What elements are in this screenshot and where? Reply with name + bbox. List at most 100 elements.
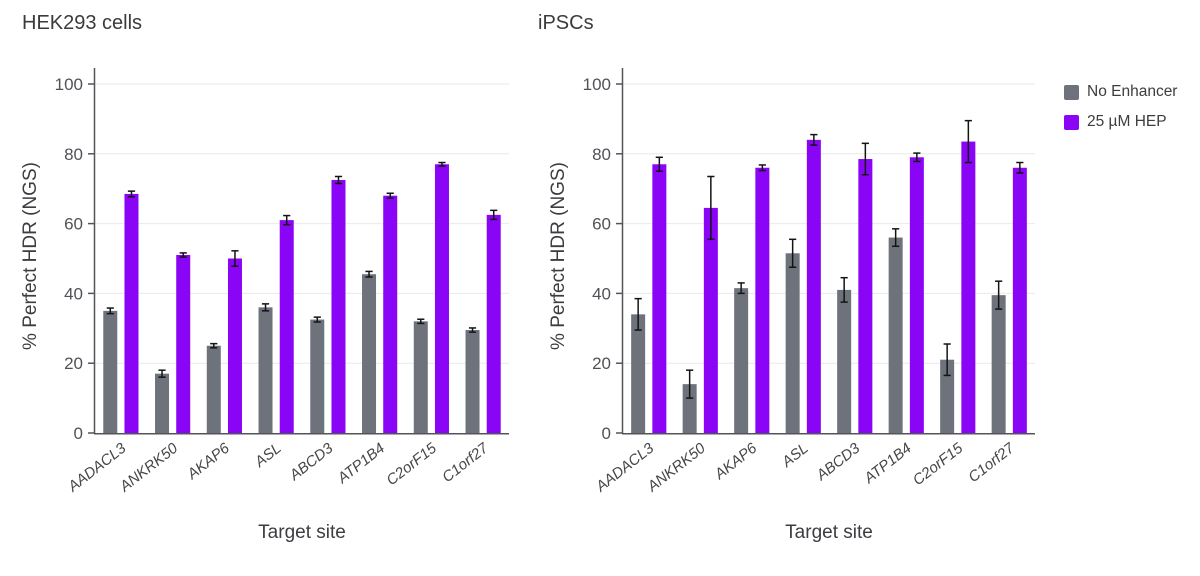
legend-label-no-enhancer: No Enhancer (1087, 83, 1178, 100)
bar-ATP1B4-hep (909, 157, 924, 434)
error-bar-C2orF15-no-enhancer (417, 318, 425, 325)
bar-ANKRK50-hep (703, 207, 718, 433)
bar-ABCD3-no-enhancer (310, 319, 325, 433)
error-bar-AKAP6-hep (231, 250, 239, 267)
error-bar-ATP1B4-hep (913, 152, 921, 163)
bar-C1orf27-hep (1012, 167, 1027, 433)
bar-C2orF15-hep (434, 164, 449, 433)
x-axis-title-right: Target site (785, 522, 873, 543)
x-tick-label-C2orF15: C2orF15 (910, 439, 967, 489)
error-bar-C2orF15-hep (438, 161, 446, 167)
x-tick-label-C1orf27: C1orf27 (965, 439, 1018, 486)
error-bar-ANKRK50-hep (179, 252, 187, 258)
bar-ABCD3-hep (858, 159, 873, 433)
x-tick-label-ATP1B4: ATP1B4 (334, 440, 388, 488)
bar-AKAP6-no-enhancer (734, 288, 749, 433)
error-bar-ASL-no-enhancer (261, 303, 270, 312)
x-tick-label-ANKRK50: ANKRK50 (644, 439, 710, 496)
bar-C1orf27-no-enhancer (465, 330, 480, 433)
error-bar-AKAP6-no-enhancer (737, 282, 745, 295)
error-bar-AKAP6-no-enhancer (210, 342, 218, 349)
y-tick-label-100: 100 (583, 75, 611, 94)
bar-AKAP6-hep (227, 258, 242, 433)
error-bar-C1orf27-hep (1016, 161, 1024, 174)
legend-item-hep: 25 µM HEP (1064, 113, 1177, 131)
bar-C2orF15-no-enhancer (940, 359, 955, 433)
y-tick-label-40: 40 (64, 284, 83, 303)
bar-ATP1B4-hep (383, 195, 398, 433)
bar-ATP1B4-no-enhancer (888, 237, 903, 433)
y-tick-label-20: 20 (64, 354, 83, 373)
y-tick-label-60: 60 (64, 215, 83, 234)
panel-title-ipscs: iPSCs (538, 12, 594, 34)
y-tick-label-100: 100 (55, 75, 83, 94)
no-enhancer-swatch-icon (1064, 84, 1079, 100)
error-bar-C1orf27-no-enhancer (468, 327, 477, 333)
legend-item-no-enhancer: No Enhancer (1064, 83, 1177, 101)
legend: No Enhancer 25 µM HEP (1064, 83, 1177, 131)
error-bar-ANKRK50-no-enhancer (686, 369, 694, 399)
x-tick-label-ATP1B4: ATP1B4 (860, 440, 914, 488)
error-bar-C1orf27-no-enhancer (995, 280, 1003, 310)
error-bar-ABCD3-no-enhancer (313, 316, 321, 323)
error-bar-ABCD3-hep (861, 142, 869, 176)
y-tick-label-20: 20 (592, 354, 611, 373)
bar-ANKRK50-no-enhancer (682, 384, 697, 433)
error-bar-ABCD3-no-enhancer (840, 276, 848, 303)
error-bar-ATP1B4-no-enhancer (892, 228, 900, 248)
x-tick-label-ABCD3: ABCD3 (813, 439, 864, 484)
bar-C1orf27-hep (486, 214, 501, 433)
error-bar-ASL-no-enhancer (789, 238, 797, 268)
x-tick-label-C2orF15: C2orF15 (383, 439, 440, 489)
y-tick-label-0: 0 (74, 424, 83, 443)
bar-ASL-hep (806, 139, 821, 433)
panel-title-hek293: HEK293 cells (22, 12, 143, 34)
error-bar-ABCD3-hep (334, 175, 343, 185)
hep-swatch-icon (1064, 114, 1079, 130)
y-tick-label-40: 40 (592, 284, 611, 303)
error-bar-C2orF15-no-enhancer (943, 343, 951, 377)
error-bar-ANKRK50-hep (707, 175, 715, 241)
bar-ABCD3-hep (331, 179, 346, 433)
error-bar-AADACL3-no-enhancer (634, 297, 642, 331)
bar-C2orF15-no-enhancer (413, 321, 428, 433)
x-tick-label-C1orf27: C1orf27 (439, 439, 492, 486)
error-bar-ANKRK50-no-enhancer (158, 369, 166, 378)
x-tick-label-ASL: ASL (251, 440, 285, 471)
bar-AADACL3-no-enhancer (631, 314, 646, 433)
bar-ANKRK50-no-enhancer (155, 373, 170, 433)
x-tick-label-ASL: ASL (778, 440, 812, 471)
y-tick-label-0: 0 (602, 424, 611, 443)
error-bar-AADACL3-hep (655, 156, 663, 172)
error-bar-AKAP6-hep (758, 164, 766, 172)
bar-ASL-no-enhancer (258, 307, 273, 433)
x-tick-label-AKAP6: AKAP6 (183, 439, 233, 483)
x-axis-title-left: Target site (258, 522, 346, 543)
error-bar-ASL-hep (810, 133, 818, 146)
bar-AADACL3-hep (652, 164, 667, 433)
error-bar-C1orf27-hep (490, 209, 498, 221)
bar-AKAP6-hep (755, 167, 770, 433)
y-tick-label-60: 60 (592, 215, 611, 234)
error-bar-C2orF15-hep (964, 119, 972, 164)
bar-C2orF15-hep (961, 141, 976, 433)
error-bar-AADACL3-no-enhancer (106, 307, 114, 315)
y-tick-label-80: 80 (64, 145, 83, 164)
bar-ABCD3-no-enhancer (837, 289, 852, 433)
bar-ASL-hep (279, 220, 294, 433)
error-bar-ASL-hep (283, 214, 291, 226)
bar-AADACL3-hep (124, 193, 139, 433)
error-bar-AADACL3-hep (127, 190, 136, 198)
legend-label-hep: 25 µM HEP (1087, 113, 1167, 130)
y-axis-label-left: % Perfect HDR (NGS) (20, 162, 41, 350)
y-tick-label-80: 80 (592, 145, 611, 164)
bar-ATP1B4-no-enhancer (362, 274, 377, 433)
x-tick-label-ABCD3: ABCD3 (286, 439, 337, 484)
bar-ASL-no-enhancer (785, 253, 800, 433)
bar-AADACL3-no-enhancer (103, 310, 118, 433)
x-tick-label-ANKRK50: ANKRK50 (116, 439, 182, 496)
bar-AKAP6-no-enhancer (206, 345, 221, 433)
